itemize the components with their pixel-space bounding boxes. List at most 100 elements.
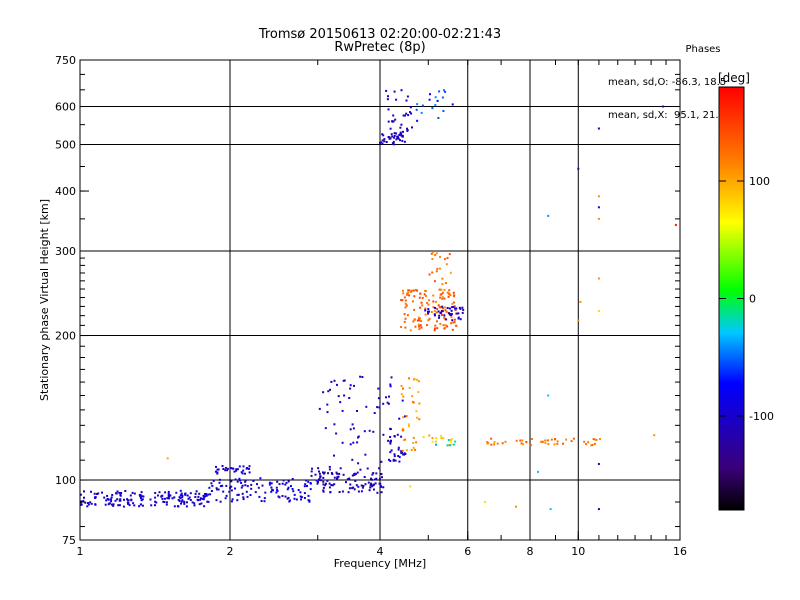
data-point [403,140,406,143]
data-point [194,496,197,498]
data-point [361,486,364,489]
colorbar-tick-label: 100 [749,175,770,188]
data-point [333,423,336,426]
data-point [407,423,410,426]
data-point [443,316,446,319]
data-point [303,485,306,488]
data-point [226,469,229,472]
data-point [307,480,310,483]
data-point [380,485,383,488]
data-point [363,430,366,433]
data-point [572,437,575,440]
data-point [314,473,317,476]
data-point [434,104,437,106]
data-point [433,327,436,330]
data-point [271,488,274,491]
data-point [415,410,418,413]
data-point [106,498,109,500]
data-point [208,486,211,489]
x-tick-labels: 1 2 4 6 8 10 16 [77,545,688,558]
data-point [450,440,452,443]
data-point [326,479,329,482]
data-point [662,105,665,108]
colorbar-tick-label: -100 [749,410,774,423]
data-point [317,467,320,470]
data-point [241,484,244,487]
data-point [250,487,253,490]
data-point [188,496,191,499]
data-point [393,453,396,456]
data-point [442,324,445,327]
data-point [230,485,233,488]
data-point [389,451,392,454]
data-point [189,492,192,495]
data-point [157,494,159,497]
data-point [356,471,359,474]
data-point [443,89,445,92]
data-point [416,378,418,381]
data-point [177,505,180,508]
data-point [412,320,415,323]
data-point [541,440,544,443]
data-point [80,503,83,506]
data-point [544,439,547,442]
data-point [419,317,421,320]
data-point [216,471,219,474]
data-point [442,437,445,440]
data-point [399,126,402,129]
data-point [218,481,221,484]
data-point [529,444,532,447]
data-point [444,309,447,312]
data-point [453,318,456,321]
data-point [395,138,398,141]
data-point [521,439,524,442]
data-point [450,309,453,312]
data-point [446,325,449,328]
data-point [370,477,372,480]
data-point [330,380,333,383]
data-point [179,497,182,500]
data-point [449,313,452,315]
data-point [326,403,329,406]
data-point [225,484,228,487]
data-point [317,481,319,484]
data-point [443,288,446,291]
data-point [154,492,157,494]
x-tick-label: 2 [227,545,234,558]
data-point [236,493,239,496]
data-point [439,267,441,270]
data-point [142,495,145,498]
data-point [353,384,355,387]
data-point [385,89,388,92]
data-point [400,435,403,438]
data-point [214,470,217,473]
data-point [382,433,385,436]
data-point [449,271,452,274]
axis-ticks [79,59,681,541]
data-point [341,441,344,444]
data-point [453,321,456,324]
data-point [132,502,135,505]
data-point [431,258,434,260]
data-point [418,402,421,405]
data-point [175,491,178,494]
data-point [415,108,418,111]
data-point [379,141,381,144]
data-point [333,476,336,479]
data-point [403,313,406,316]
data-point [401,449,404,452]
data-point [254,491,257,494]
data-point [281,495,284,497]
data-point [446,444,449,447]
data-point [216,472,219,475]
data-point [435,300,437,303]
data-point [444,282,447,285]
data-point [287,496,290,499]
data-point [235,468,238,471]
data-point [357,436,359,439]
data-point [224,497,227,500]
data-point [322,483,325,486]
data-point [364,483,367,486]
data-point [248,467,250,470]
data-point [311,467,313,470]
